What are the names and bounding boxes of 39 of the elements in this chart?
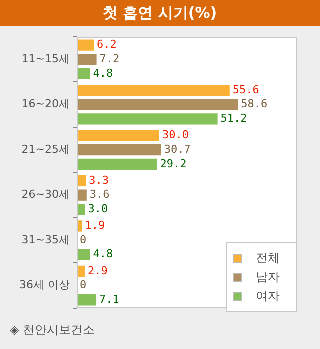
bar [77, 84, 230, 96]
bar [77, 40, 94, 51]
bar [77, 190, 87, 201]
data-label: 58.6 [241, 98, 268, 111]
data-label: 0 [80, 278, 87, 292]
data-label: 0 [80, 233, 87, 246]
data-label: 3.0 [88, 202, 108, 216]
y-tick-label: 26~30세 [22, 188, 70, 202]
y-tick-label: 21~25세 [22, 142, 70, 156]
data-label: 55.6 [232, 83, 260, 96]
data-label: 3.3 [89, 174, 109, 187]
data-label: 6.2 [97, 38, 117, 52]
data-label: 7.2 [100, 52, 120, 66]
text: ◈ 천안시보건소 [10, 322, 96, 339]
bar [77, 99, 238, 110]
bar [77, 114, 218, 125]
data-label: 4.8 [93, 248, 114, 261]
data-label: 7.1 [100, 292, 120, 306]
bar [77, 54, 97, 66]
data-label: 30.0 [162, 128, 189, 142]
bar [77, 158, 158, 170]
data-label: 4.8 [93, 66, 114, 80]
bar [77, 130, 160, 142]
data-label: 1.9 [85, 219, 106, 232]
data-label: 2.9 [88, 264, 108, 278]
data-label: 51.2 [220, 112, 248, 126]
data-label: 30.7 [164, 142, 191, 156]
legend-label: 여자 [256, 288, 280, 305]
y-tick-label: 11~15세 [22, 52, 70, 66]
y-tick-label: 16~20세 [22, 98, 70, 111]
y-tick-label: 31~35세 [22, 233, 70, 246]
bar [77, 294, 97, 306]
data-label: 29.2 [160, 157, 187, 170]
data-label: 3.6 [90, 188, 110, 202]
y-tick-label: 36세 이상 [20, 278, 70, 292]
bar [77, 144, 162, 156]
legend-label: 전체 [256, 250, 280, 267]
chart-title: 첫 흡연 시기(%) [0, 0, 320, 26]
legend-label: 남자 [256, 269, 280, 286]
